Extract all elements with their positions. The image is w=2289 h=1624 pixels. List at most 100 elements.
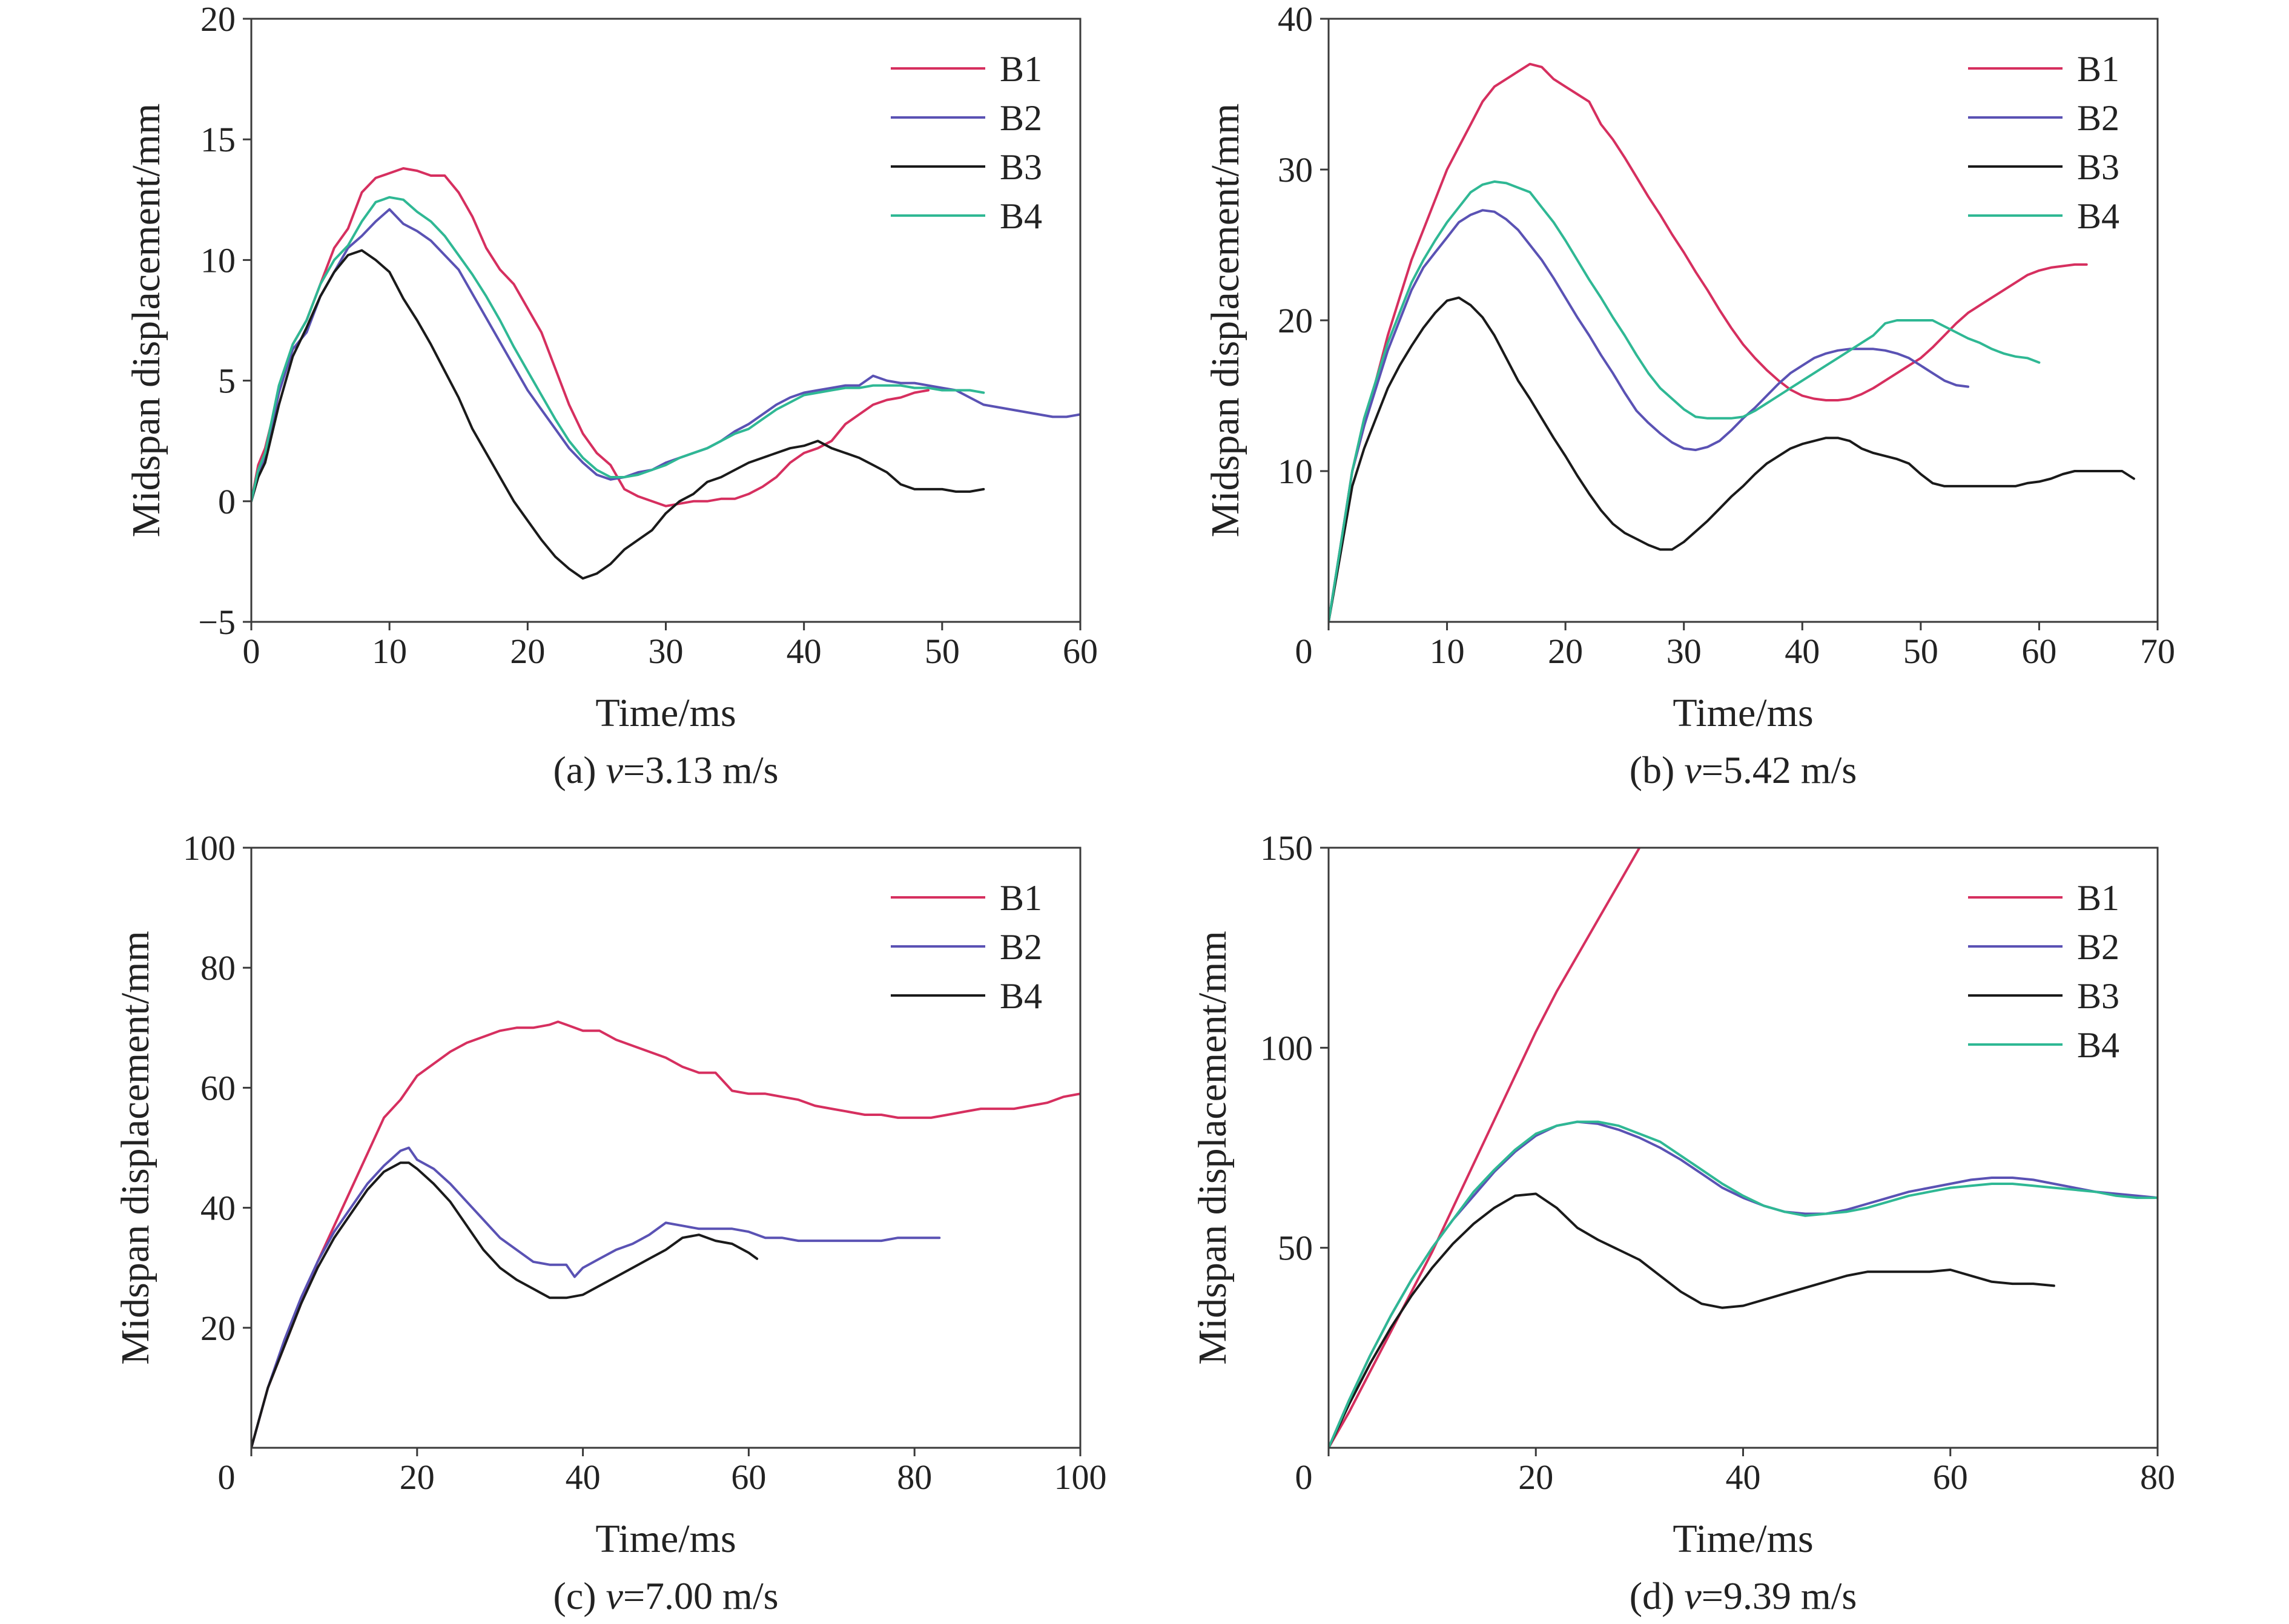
y-tick-label: 10: [1278, 452, 1313, 491]
x-tick-label: 100: [1054, 1457, 1107, 1497]
caption-variable: v: [1684, 748, 1702, 791]
panel-caption: (a) v=3.13 m/s: [553, 748, 779, 791]
y-tick-label: 40: [200, 1189, 236, 1228]
x-tick-label: 40: [1785, 632, 1820, 671]
x-tick-label: 0: [1295, 1457, 1313, 1497]
x-axis-label: Time/ms: [1673, 1517, 1813, 1561]
panel-caption: (d) v=9.39 m/s: [1630, 1574, 1857, 1617]
x-tick-label: 50: [925, 632, 960, 671]
chart-c: 0 20 40 60 80 100 20 40 60 80 100 Time/ms Midspan di…: [113, 828, 1107, 1617]
caption-label: (b): [1630, 748, 1675, 791]
x-tick-label: 60: [1063, 632, 1098, 671]
x-tick-label: 40: [566, 1457, 601, 1497]
y-tick-label: 50: [1278, 1229, 1313, 1268]
x-tick-label: 60: [1933, 1457, 1968, 1497]
x-tick-label: 20: [1518, 1457, 1553, 1497]
legend-label: B2: [1000, 98, 1042, 138]
x-tick-label: 40: [787, 632, 822, 671]
x-axis-label: Time/ms: [1673, 691, 1813, 735]
series-line-b3: [251, 249, 985, 580]
x-tick-label: 20: [510, 632, 545, 671]
plot-frame: [250, 18, 1082, 623]
caption-label: (d): [1630, 1574, 1675, 1617]
x-tick-label: 30: [1666, 632, 1702, 671]
caption-value: =9.39 m/s: [1702, 1574, 1857, 1617]
y-axis-label: Midspan displacement/mm: [1191, 931, 1235, 1365]
panel-caption: (b) v=5.42 m/s: [1630, 748, 1857, 791]
y-tick-label: 150: [1260, 828, 1313, 868]
legend-label: B3: [1000, 147, 1042, 187]
legend: B1 B2 B4: [891, 878, 1042, 1016]
y-tick-label: 20: [200, 0, 236, 39]
panel-caption: (c) v=7.00 m/s: [553, 1574, 779, 1617]
caption-variable: v: [606, 1574, 624, 1617]
plot-frame: [1327, 18, 2159, 623]
x-axis-label: Time/ms: [595, 1517, 736, 1561]
x-tick-label: 20: [1548, 632, 1583, 671]
y-axis-label: Midspan displacement/mm: [113, 931, 157, 1365]
x-tick-label: 40: [1726, 1457, 1761, 1497]
x-tick-label: 0: [1295, 632, 1313, 671]
y-tick-label: 100: [183, 828, 236, 868]
y-tick-label: 40: [1278, 0, 1313, 39]
y-axis-label: Midspan displacement/mm: [1203, 104, 1247, 538]
legend-label: B4: [1000, 976, 1042, 1016]
legend: B1 B2 B3 B4: [1968, 878, 2119, 1065]
legend-label: B1: [1000, 49, 1042, 89]
plot-frame: [250, 847, 1082, 1449]
caption-value: =5.42 m/s: [1702, 748, 1857, 791]
y-tick-label: 20: [1278, 301, 1313, 340]
legend-label: B4: [2077, 196, 2119, 236]
x-tick-label: 80: [2140, 1457, 2175, 1497]
legend-label: B2: [1000, 927, 1042, 967]
y-tick-label: 60: [200, 1068, 236, 1107]
y-tick-label: 10: [200, 240, 236, 280]
y-tick-label: 15: [200, 120, 236, 159]
chart-b: 0 10 20 30 40 50 60 70 10 20 30 40 Time/ms Midspan di…: [1203, 0, 2175, 791]
legend: B1 B2 B3 B4: [1968, 49, 2119, 236]
x-tick-label: 30: [649, 632, 684, 671]
x-tick-label: 20: [400, 1457, 435, 1497]
series-line-b4: [251, 1161, 759, 1448]
series-line-b2: [1329, 209, 1970, 622]
x-tick-label: 0: [243, 632, 260, 671]
caption-value: =3.13 m/s: [623, 748, 779, 791]
caption-label: (a): [553, 748, 596, 791]
plot-frame: [1327, 847, 2159, 1449]
legend-label: B1: [2077, 49, 2119, 89]
y-tick-label: 80: [200, 948, 236, 988]
series-line-b1: [1329, 848, 1641, 1448]
series-line-b4: [251, 196, 985, 503]
series-line-b1: [251, 1020, 1080, 1448]
caption-label: (c): [553, 1574, 596, 1617]
x-tick-label: 60: [2021, 632, 2056, 671]
series-line-b3: [1329, 296, 2135, 622]
series-line-b4: [1329, 1120, 2158, 1448]
y-tick-label: 30: [1278, 150, 1313, 190]
y-tick-label: 0: [218, 482, 236, 521]
x-tick-label: 80: [897, 1457, 932, 1497]
x-axis-label: Time/ms: [595, 691, 736, 735]
x-tick-label: 10: [372, 632, 407, 671]
legend-label: B1: [2077, 878, 2119, 918]
legend-label: B4: [1000, 196, 1042, 236]
caption-value: =7.00 m/s: [623, 1574, 779, 1617]
x-tick-label: 0: [218, 1457, 236, 1497]
series-line-b3: [1329, 1192, 2055, 1448]
chart-d: 0 20 40 60 80 50 100 150 Time/ms Midspan displace…: [1191, 828, 2175, 1617]
series-line-b2: [251, 1146, 941, 1448]
y-axis-label: Midspan displacement/mm: [124, 104, 168, 538]
legend-label: B2: [2077, 98, 2119, 138]
x-tick-label: 10: [1430, 632, 1465, 671]
legend-label: B3: [2077, 976, 2119, 1016]
legend-label: B4: [2077, 1025, 2119, 1065]
series-line-b1: [251, 167, 930, 507]
y-tick-label: 5: [218, 361, 236, 401]
series-line-b2: [1329, 1120, 2158, 1448]
legend-label: B3: [2077, 147, 2119, 187]
legend-label: B1: [1000, 878, 1042, 918]
legend-label: B2: [2077, 927, 2119, 967]
y-tick-label: 20: [200, 1309, 236, 1348]
